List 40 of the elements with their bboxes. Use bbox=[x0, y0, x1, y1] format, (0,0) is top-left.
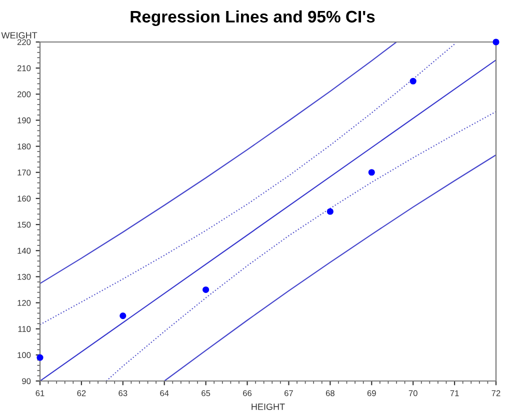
x-tick-label: 69 bbox=[367, 390, 376, 396]
x-tick-label: 68 bbox=[326, 390, 334, 396]
point bbox=[120, 312, 126, 320]
x-tick-label: 66 bbox=[243, 390, 252, 396]
x-tick-label: 64 bbox=[160, 390, 169, 396]
x-axis-title: HEIGHT bbox=[252, 404, 285, 410]
line-series bbox=[40, 44, 456, 326]
x-tick-label: 70 bbox=[408, 390, 418, 396]
y-tick-label: 220 bbox=[17, 39, 31, 46]
y-tick-label: 120 bbox=[18, 300, 31, 306]
y-tick-label: 160 bbox=[18, 196, 31, 202]
y-tick-label: 200 bbox=[17, 91, 31, 98]
x-tick-label: 67 bbox=[284, 390, 293, 396]
y-tick-label: 170 bbox=[18, 170, 31, 176]
y-tick-label: 110 bbox=[18, 326, 31, 332]
y-tick-label: 210 bbox=[17, 65, 31, 72]
y-tick-label: 150 bbox=[18, 222, 31, 228]
x-tick-label: 63 bbox=[118, 390, 128, 396]
point bbox=[410, 78, 416, 84]
x-tick-label: 72 bbox=[492, 390, 500, 396]
y-tick-label: 90 bbox=[22, 378, 31, 384]
y-tick-label: 140 bbox=[18, 248, 31, 254]
line-series bbox=[40, 42, 398, 284]
y-tick-label: 190 bbox=[18, 117, 31, 124]
chart-title: Regression Lines and 95% CI's bbox=[130, 10, 375, 26]
x-tick-label: 65 bbox=[202, 390, 210, 396]
line-series bbox=[106, 111, 496, 381]
point bbox=[492, 38, 500, 46]
point bbox=[202, 286, 210, 294]
line-series bbox=[164, 154, 496, 381]
point bbox=[36, 354, 44, 361]
y-axis-title: WEIGHT bbox=[1, 32, 38, 39]
y-tick-label: 180 bbox=[18, 144, 31, 150]
x-tick-label: 62 bbox=[77, 390, 86, 396]
point bbox=[368, 169, 375, 176]
y-tick-label: 100 bbox=[18, 352, 31, 358]
x-tick-label: 61 bbox=[36, 390, 44, 396]
y-tick-label: 130 bbox=[18, 274, 31, 280]
x-tick-label: 71 bbox=[450, 390, 459, 396]
point bbox=[326, 208, 334, 215]
